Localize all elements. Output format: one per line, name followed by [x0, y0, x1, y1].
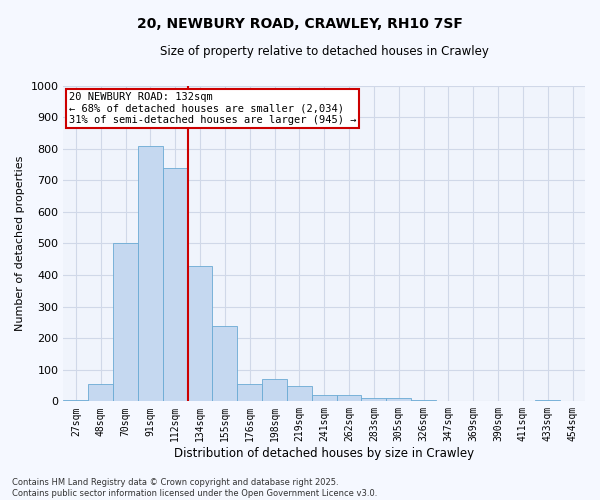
Bar	[64, 400, 88, 402]
Bar	[411, 400, 436, 402]
Bar	[212, 326, 237, 402]
Bar	[113, 244, 138, 402]
Title: Size of property relative to detached houses in Crawley: Size of property relative to detached ho…	[160, 45, 488, 58]
Text: 20, NEWBURY ROAD, CRAWLEY, RH10 7SF: 20, NEWBURY ROAD, CRAWLEY, RH10 7SF	[137, 18, 463, 32]
Text: Contains HM Land Registry data © Crown copyright and database right 2025.
Contai: Contains HM Land Registry data © Crown c…	[12, 478, 377, 498]
Bar	[188, 266, 212, 402]
Bar	[163, 168, 188, 402]
Bar	[386, 398, 411, 402]
Bar	[312, 395, 337, 402]
Bar	[535, 400, 560, 402]
Bar	[237, 384, 262, 402]
Y-axis label: Number of detached properties: Number of detached properties	[15, 156, 25, 331]
Bar	[262, 379, 287, 402]
Text: 20 NEWBURY ROAD: 132sqm
← 68% of detached houses are smaller (2,034)
31% of semi: 20 NEWBURY ROAD: 132sqm ← 68% of detache…	[68, 92, 356, 125]
Bar	[138, 146, 163, 402]
Bar	[337, 395, 361, 402]
Bar	[88, 384, 113, 402]
Bar	[361, 398, 386, 402]
Bar	[287, 386, 312, 402]
X-axis label: Distribution of detached houses by size in Crawley: Distribution of detached houses by size …	[174, 447, 474, 460]
